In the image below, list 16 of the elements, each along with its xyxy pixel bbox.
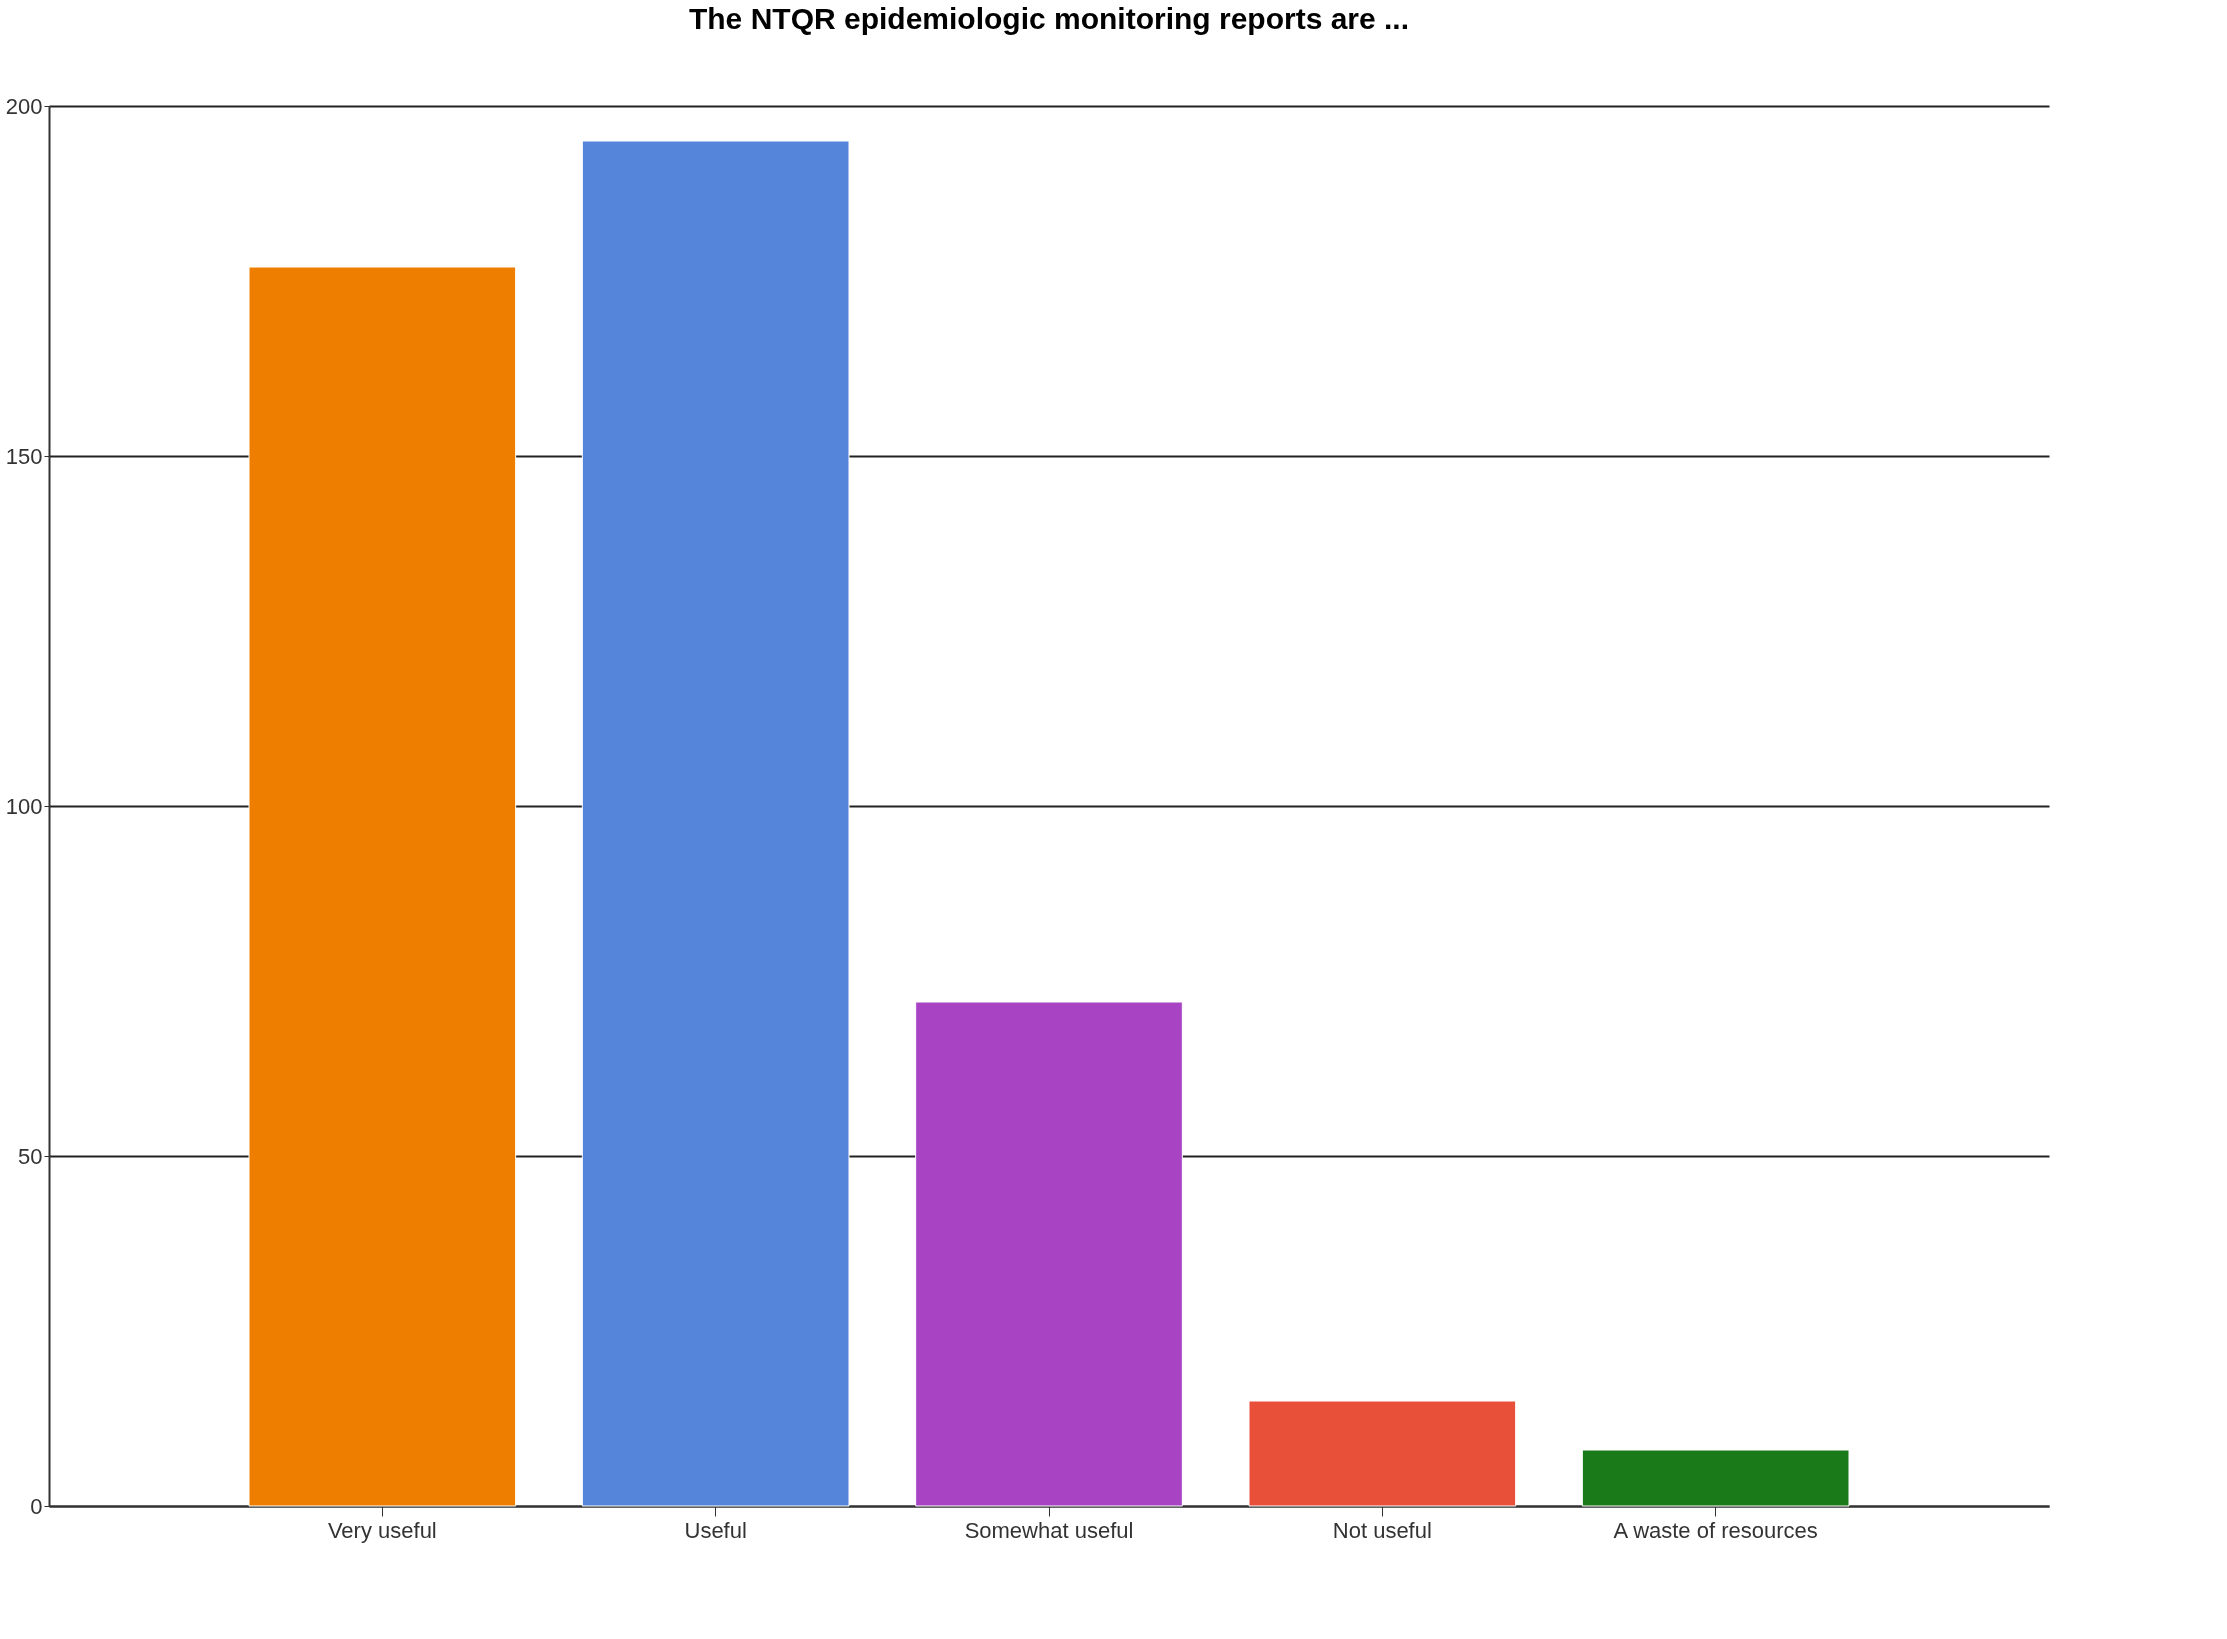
x-tick-label: Useful: [684, 1517, 747, 1543]
y-tick-label: 0: [30, 1493, 43, 1519]
chart-title: The NTQR epidemiologic monitoring reports are ...: [688, 2, 1410, 35]
y-tick-label: 50: [18, 1143, 43, 1169]
bar: [581, 140, 850, 1507]
y-tick-label: 150: [5, 443, 43, 469]
bar: [1581, 1449, 1850, 1507]
x-tick-label: Very useful: [327, 1517, 437, 1543]
bar: [248, 266, 517, 1507]
x-tick-label: Not useful: [1332, 1517, 1432, 1543]
y-tick-label: 200: [5, 93, 43, 119]
x-tick-label: Somewhat useful: [964, 1517, 1134, 1543]
y-tick-label: 100: [5, 793, 43, 819]
bar: [915, 1001, 1183, 1507]
x-tick-label: A waste of resources: [1613, 1517, 1818, 1543]
bar: [1248, 1400, 1517, 1507]
